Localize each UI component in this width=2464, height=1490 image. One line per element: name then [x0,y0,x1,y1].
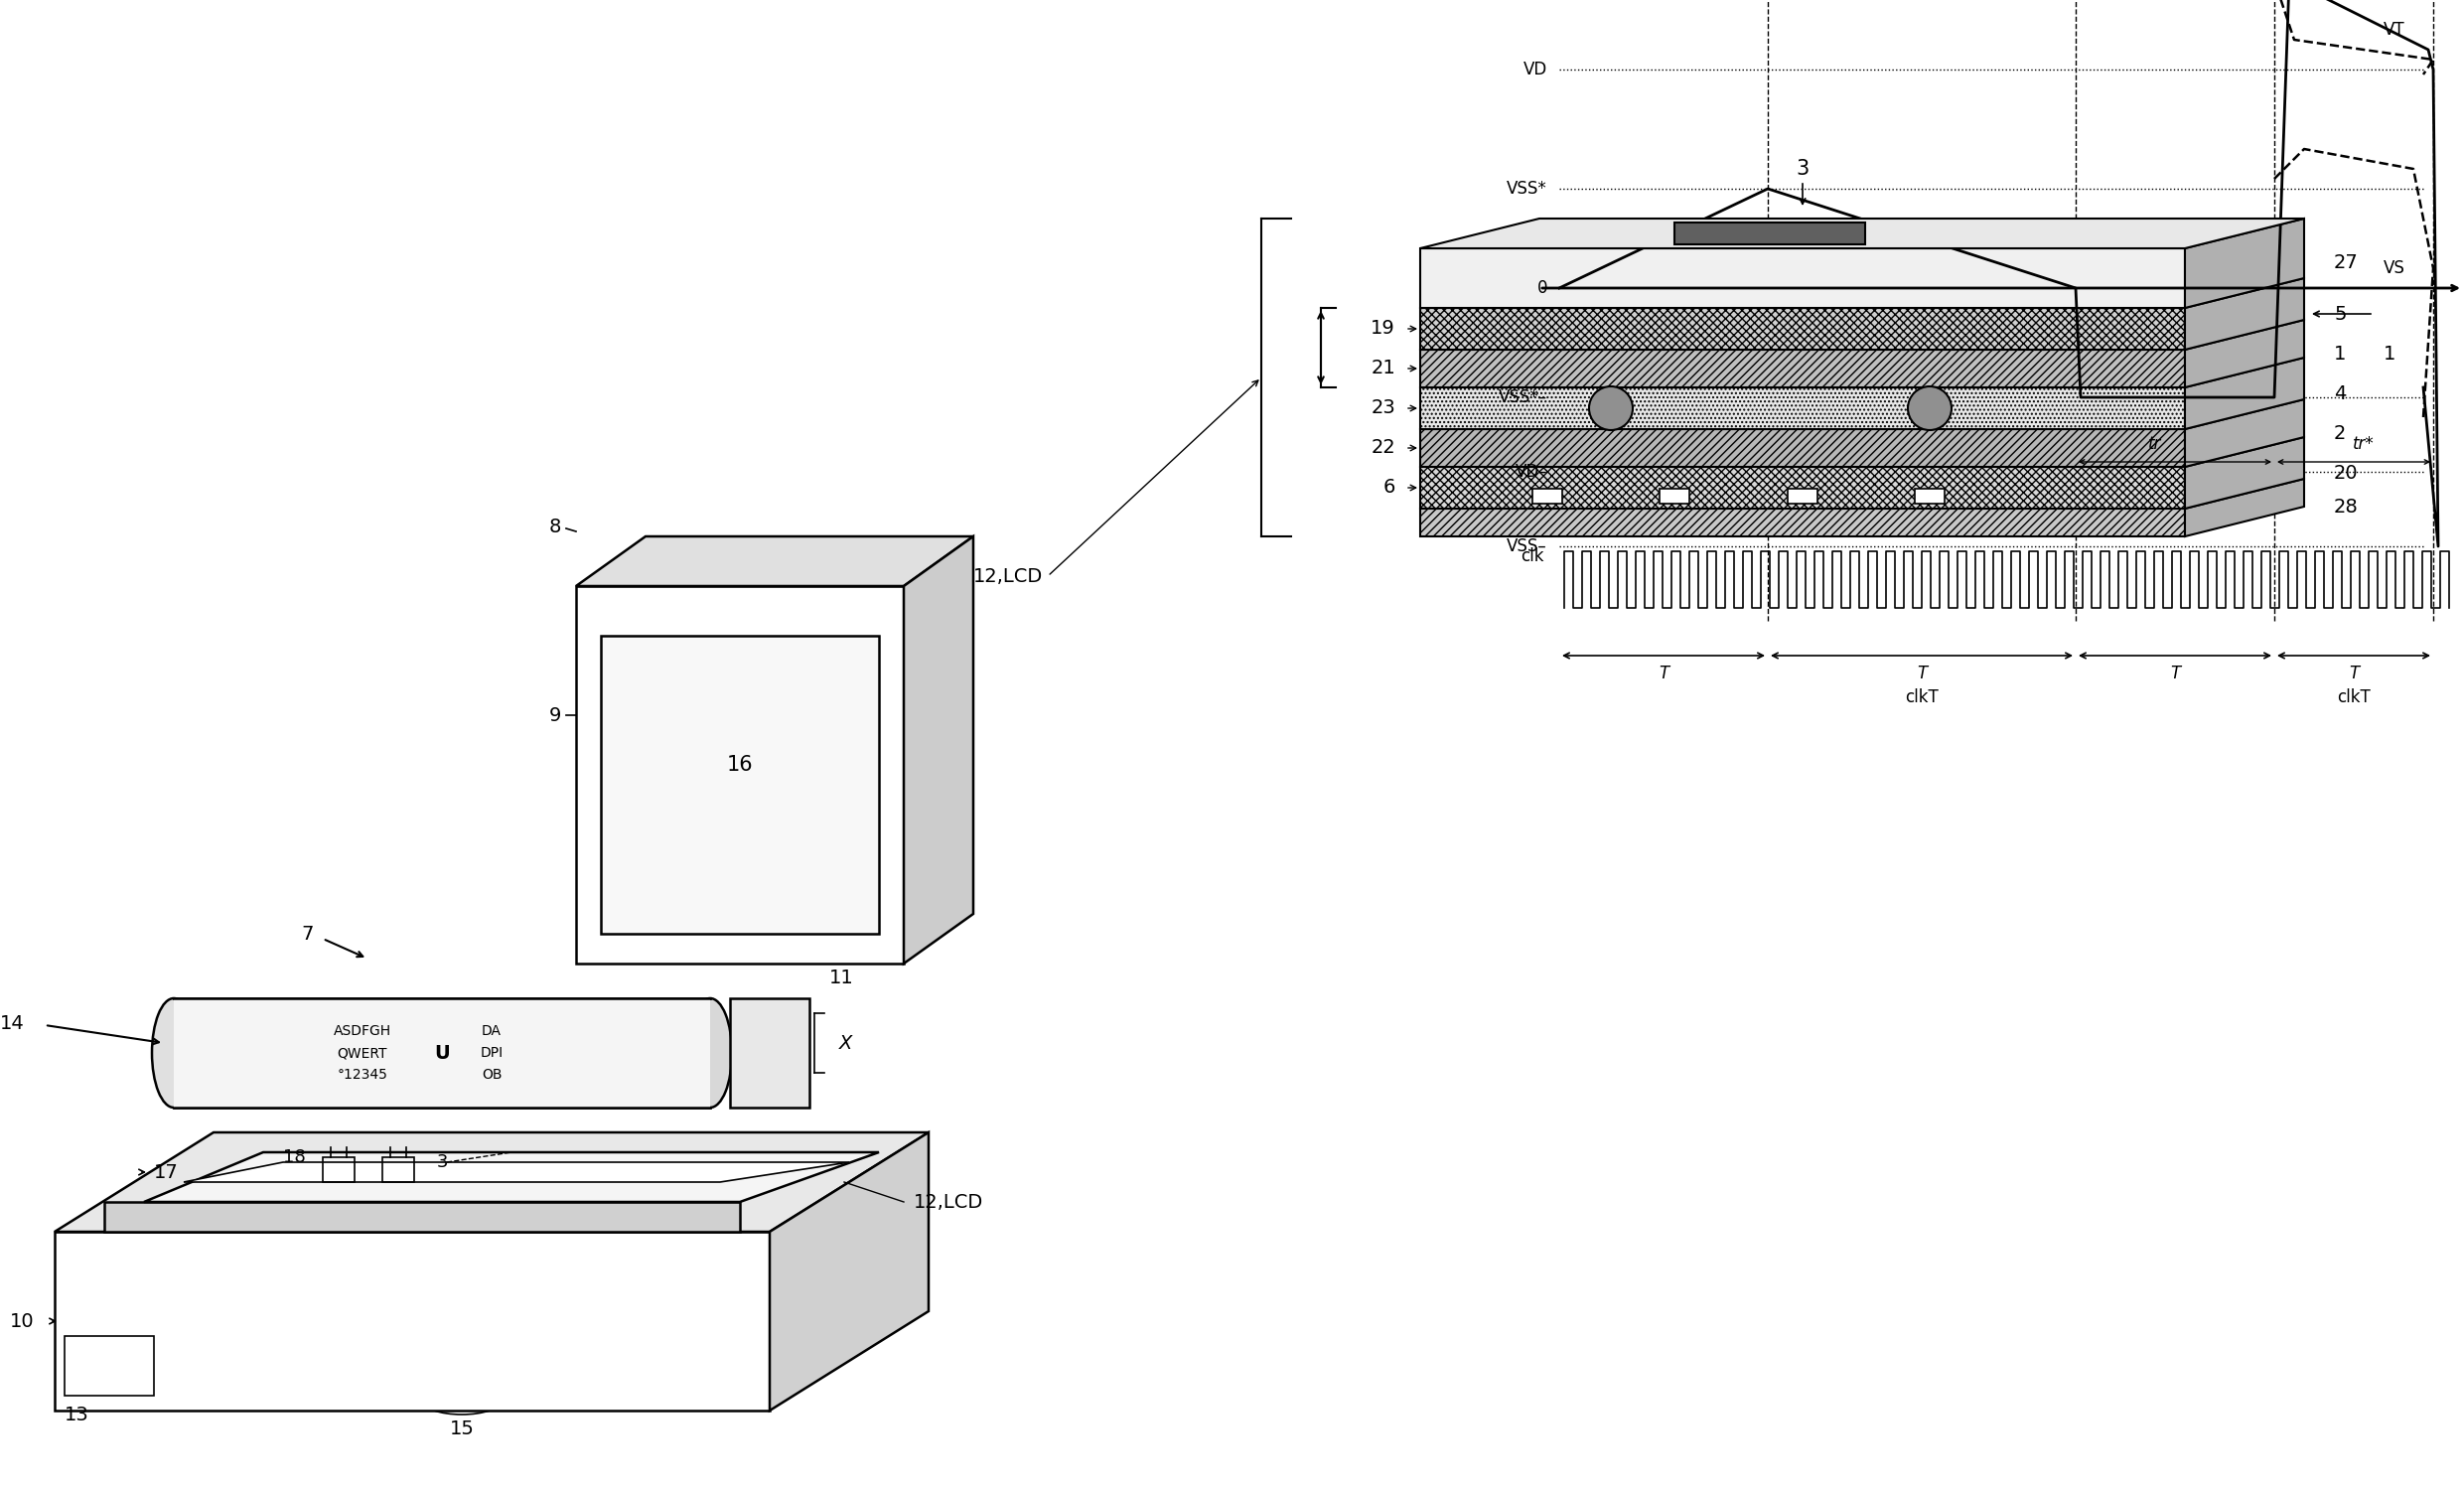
Text: T: T [2348,665,2358,682]
Text: T: T [1917,665,1927,682]
Text: VSS–: VSS– [1508,538,1547,556]
Text: VSS*–: VSS*– [1498,389,1547,407]
Text: 17: 17 [153,1162,177,1182]
Text: 13: 13 [64,1405,89,1424]
Text: VD: VD [1523,61,1547,79]
Ellipse shape [153,998,195,1107]
Circle shape [1907,386,1951,431]
Text: 4: 4 [2333,384,2346,402]
Polygon shape [2186,399,2304,466]
Text: 0: 0 [1538,279,1547,297]
Bar [1533,489,1562,504]
Polygon shape [577,536,973,586]
Text: DA: DA [480,1024,503,1039]
Polygon shape [1419,508,2186,536]
Ellipse shape [687,998,732,1107]
Text: 6: 6 [1382,478,1395,498]
Polygon shape [185,1162,850,1182]
Bar [382,1158,414,1182]
Text: 27: 27 [2333,253,2358,273]
Ellipse shape [421,1387,503,1414]
Text: T: T [2171,665,2181,682]
Text: 7: 7 [301,924,313,943]
Polygon shape [103,1202,739,1232]
Polygon shape [1419,249,2186,308]
Circle shape [404,1015,480,1091]
Text: clkT: clkT [1905,688,1939,706]
Polygon shape [2186,478,2304,536]
Polygon shape [1419,466,2186,508]
Text: ASDFGH: ASDFGH [333,1024,392,1039]
Polygon shape [2186,279,2304,350]
Text: clkT: clkT [2336,688,2370,706]
Text: T: T [1658,665,1668,682]
Bar [1789,489,1818,504]
Text: 2: 2 [2333,423,2346,443]
Text: VD–: VD– [1515,463,1547,481]
Text: 12,LCD: 12,LCD [973,566,1042,586]
Text: 19: 19 [1370,319,1395,338]
Bar [1915,489,1944,504]
Polygon shape [1419,350,2186,387]
Bar [175,998,710,1107]
Text: VSS*: VSS* [1508,180,1547,198]
Text: 22: 22 [1370,438,1395,457]
Polygon shape [2186,437,2304,508]
Text: DPI: DPI [480,1046,503,1059]
Circle shape [1589,386,1634,431]
Circle shape [402,1013,480,1092]
Polygon shape [1419,219,2304,249]
Polygon shape [54,1132,929,1232]
Bar [64,1337,153,1396]
Bar [323,1158,355,1182]
Text: 10: 10 [10,1311,34,1331]
Text: VS: VS [2383,259,2405,277]
Text: 5: 5 [2333,304,2346,323]
Text: 3: 3 [1796,159,1809,179]
Text: 23: 23 [1370,399,1395,417]
Text: 16: 16 [727,755,754,775]
Polygon shape [1419,429,2186,466]
Text: 14: 14 [0,1013,25,1033]
Text: 1: 1 [2383,344,2395,364]
Polygon shape [577,586,904,964]
Circle shape [742,1025,798,1080]
Bar [1661,489,1690,504]
Polygon shape [769,1132,929,1411]
Polygon shape [2186,320,2304,387]
Bar [729,998,808,1107]
Text: tr*: tr* [2353,435,2375,453]
Ellipse shape [769,553,798,571]
Polygon shape [904,536,973,964]
Bar [1676,222,1865,244]
Text: OB: OB [480,1068,503,1082]
Text: QWERT: QWERT [338,1046,387,1059]
Polygon shape [1419,308,2186,350]
Polygon shape [54,1232,769,1411]
Text: 12,LCD: 12,LCD [914,1192,983,1211]
Text: 28: 28 [2333,498,2358,517]
Text: 3: 3 [436,1153,448,1171]
Text: tr: tr [2149,435,2161,453]
Text: 21: 21 [1370,359,1395,378]
Text: 9: 9 [549,706,562,724]
Text: 20: 20 [2333,463,2358,483]
Polygon shape [1419,387,2186,429]
Polygon shape [2186,358,2304,429]
Text: 8: 8 [549,517,562,536]
Text: X: X [840,1034,853,1052]
Text: 15: 15 [448,1418,473,1438]
Text: 11: 11 [830,968,855,988]
Text: 1: 1 [2333,344,2346,364]
Polygon shape [2186,219,2304,308]
Bar [601,636,880,934]
Text: clk: clk [1520,547,1545,565]
Text: °12345: °12345 [338,1068,387,1082]
Text: VT: VT [2383,21,2405,39]
Text: 18: 18 [283,1149,306,1167]
Polygon shape [143,1152,880,1202]
Text: U: U [434,1043,451,1062]
